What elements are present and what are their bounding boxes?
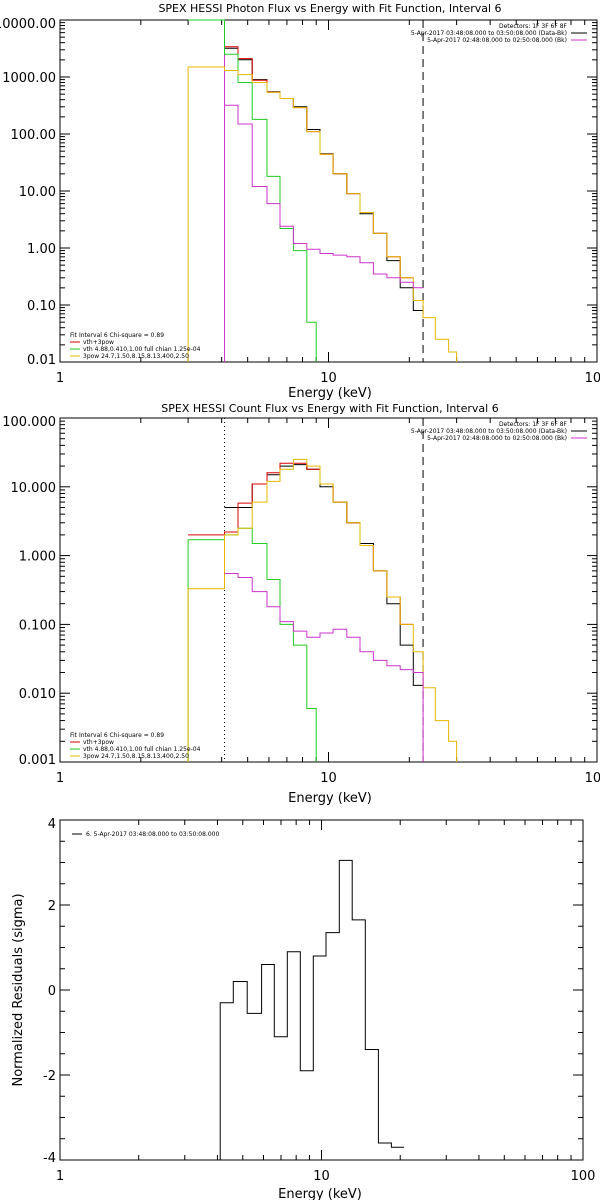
y-tick-label: 1000.00 <box>2 71 56 86</box>
x-tick-label: 10 <box>313 1169 330 1184</box>
residuals-panel: Energy (keV) Normalized Residuals (sigma… <box>11 817 595 1200</box>
info-text: Detectors: 1F 3F 6F 8F <box>499 23 568 30</box>
y-tick-label: 0.001 <box>19 753 56 768</box>
y-tick-label: 0.010 <box>19 687 56 702</box>
series-background-line <box>224 573 424 762</box>
y-tick-label: 10000.00 <box>0 17 56 32</box>
y-tick-label: 4 <box>48 817 56 832</box>
residuals-xlabel: Energy (keV) <box>278 1187 362 1200</box>
legend-text: 6. 5-Apr-2017 03:48:08.000 to 03:50:08.0… <box>86 831 219 838</box>
count-flux-title: SPEX HESSI Count Flux vs Energy with Fit… <box>161 402 498 415</box>
x-tick-label: 1 <box>56 1169 64 1184</box>
series-3pow-line <box>187 458 458 762</box>
y-tick-label: 0.01 <box>27 353 56 368</box>
y-tick-label: 0 <box>48 984 56 999</box>
y-tick-label: 10.00 <box>19 185 56 200</box>
info-text: 5-Apr-2017 03:48:08.000 to 03:50:08.000 … <box>411 30 567 37</box>
series-residuals-line <box>219 859 405 1160</box>
info-text: 5-Apr-2017 02:48:08.000 to 02:50:08.000 … <box>427 435 567 442</box>
fit-info-text: Fit Interval 6 Chi-square = 0.89 <box>70 732 164 739</box>
info-text: Detectors: 1F 3F 6F 8F <box>499 421 568 428</box>
y-tick-label: 0.10 <box>27 299 56 314</box>
fit-info-text: vth+3pow <box>83 339 114 346</box>
photon-flux-xlabel: Energy (keV) <box>288 386 372 401</box>
info-text: 5-Apr-2017 02:48:08.000 to 02:50:08.000 … <box>427 37 567 44</box>
fit-info-text: vth+3pow <box>83 739 114 746</box>
fit-info-text: 3pow 24.7,1.50,8.15,8.13,400,2.50 <box>83 753 189 760</box>
x-tick-label: 100 <box>585 371 600 386</box>
y-tick-label: 1.00 <box>27 242 56 257</box>
series-background-line <box>224 104 424 289</box>
residuals-ylabel: Normalized Residuals (sigma) <box>11 893 26 1086</box>
y-tick-label: 2 <box>48 899 56 914</box>
y-tick-label: 1.000 <box>19 550 56 565</box>
fit-info-text: 3pow 24.7,1.50,8.15,8.13,400,2.50 <box>83 353 189 360</box>
x-tick-label: 1 <box>56 371 64 386</box>
x-tick-label: 10 <box>320 371 337 386</box>
y-tick-label: 100.000 <box>2 415 56 430</box>
count-flux-panel: SPEX HESSI Count Flux vs Energy with Fit… <box>2 402 600 806</box>
y-tick-label: 100.00 <box>11 128 57 143</box>
series-3pow-line <box>187 66 458 362</box>
count-flux-xlabel: Energy (keV) <box>288 791 372 806</box>
photon-flux-title: SPEX HESSI Photon Flux vs Energy with Fi… <box>158 2 501 15</box>
y-tick-label: -2 <box>43 1069 56 1084</box>
photon-flux-panel: SPEX HESSI Photon Flux vs Energy with Fi… <box>0 2 600 401</box>
x-tick-label: 1 <box>56 771 64 786</box>
x-tick-label: 10 <box>320 771 337 786</box>
x-tick-label: 100 <box>571 1169 596 1184</box>
fit-info-text: vth 4.88,0.410,1.00 full chian 1.25e-04 <box>83 746 201 753</box>
x-tick-label: 100 <box>585 771 600 786</box>
fit-info-text: Fit Interval 6 Chi-square = 0.89 <box>70 332 164 339</box>
info-text: 5-Apr-2017 03:48:08.000 to 03:50:08.000 … <box>411 428 567 435</box>
series-vth-line <box>188 19 317 362</box>
y-tick-label: 10.000 <box>11 481 57 496</box>
fit-info-text: vth 4.88,0.410,1.00 full chian 1.25e-04 <box>83 346 201 353</box>
y-tick-label: -4 <box>43 1151 56 1166</box>
y-tick-label: 0.100 <box>19 618 56 633</box>
